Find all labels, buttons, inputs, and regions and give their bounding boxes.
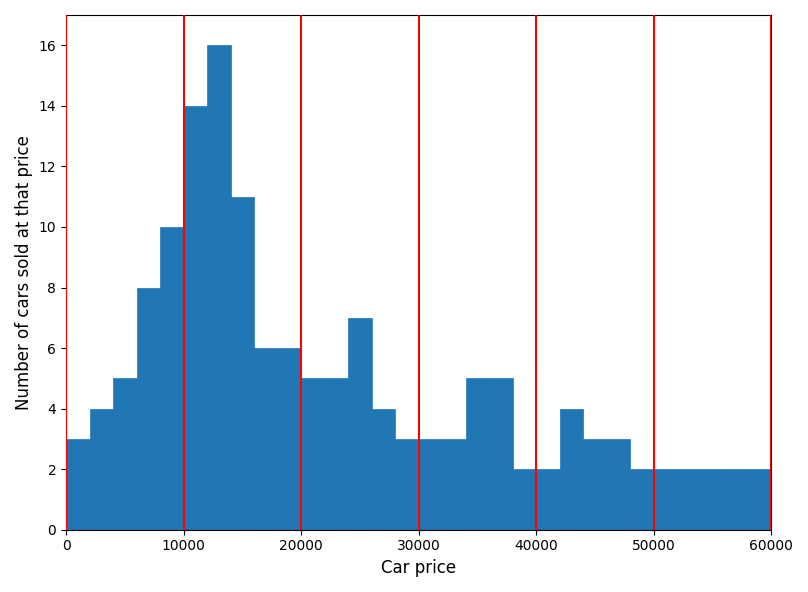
Bar [607, 439, 630, 530]
Bar [372, 408, 395, 530]
Bar [90, 408, 113, 530]
Bar [677, 469, 701, 530]
Bar [630, 469, 654, 530]
Bar [254, 348, 277, 530]
Bar [348, 318, 372, 530]
Bar [160, 227, 183, 530]
Bar [325, 378, 348, 530]
Bar [654, 469, 677, 530]
Bar [113, 378, 137, 530]
Bar [465, 378, 489, 530]
Bar [301, 378, 325, 530]
Bar [277, 348, 301, 530]
Bar [794, 469, 808, 530]
Bar [489, 378, 512, 530]
X-axis label: Car price: Car price [381, 559, 456, 577]
Bar [724, 469, 747, 530]
Bar [66, 439, 90, 530]
Bar [536, 469, 560, 530]
Bar [137, 288, 160, 530]
Bar [583, 439, 607, 530]
Bar [747, 469, 771, 530]
Bar [512, 469, 536, 530]
Bar [183, 106, 207, 530]
Bar [207, 45, 230, 530]
Bar [442, 439, 465, 530]
Bar [701, 469, 724, 530]
Bar [395, 439, 419, 530]
Y-axis label: Number of cars sold at that price: Number of cars sold at that price [15, 135, 33, 410]
Bar [419, 439, 442, 530]
Bar [560, 408, 583, 530]
Bar [230, 197, 254, 530]
